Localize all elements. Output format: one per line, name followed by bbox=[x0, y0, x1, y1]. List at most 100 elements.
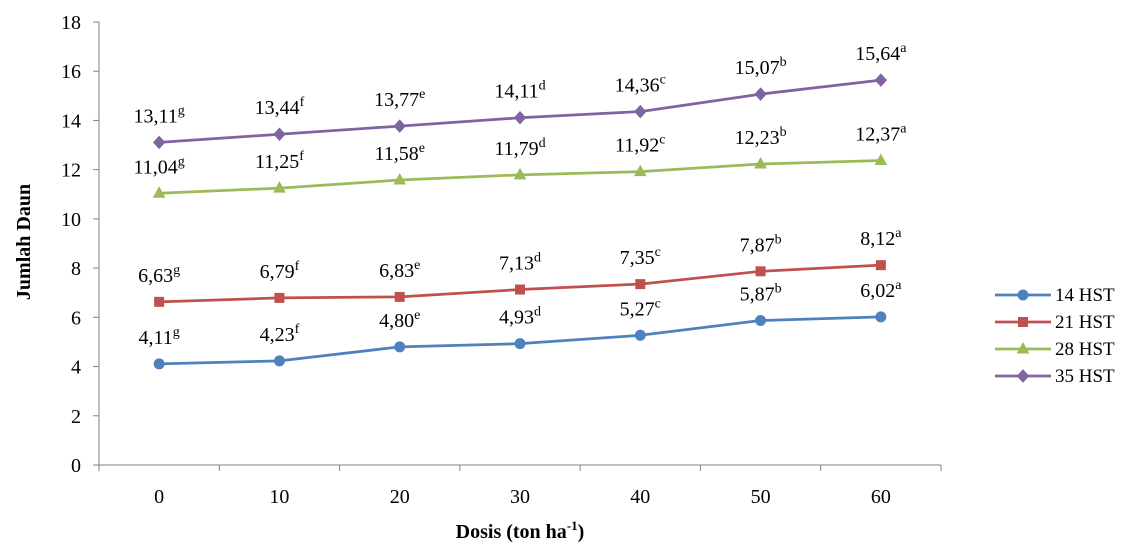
data-point bbox=[754, 87, 767, 101]
data-label-letter: a bbox=[895, 226, 902, 241]
data-point bbox=[634, 104, 647, 119]
data-label-letter: d bbox=[539, 136, 546, 151]
data-label-letter: e bbox=[414, 258, 420, 273]
data-label-letter: b bbox=[775, 282, 782, 297]
data-label: 11,25f bbox=[255, 149, 304, 173]
x-tick-label: 20 bbox=[390, 486, 410, 508]
data-label-value: 11,58 bbox=[374, 143, 418, 165]
data-label-value: 11,25 bbox=[255, 151, 299, 173]
series-35-hst bbox=[152, 73, 888, 150]
data-label-letter: g bbox=[173, 263, 180, 278]
data-label: 5,87b bbox=[740, 282, 782, 306]
data-label-value: 14,11 bbox=[494, 81, 538, 103]
data-label-letter: e bbox=[419, 141, 425, 156]
data-label-letter: d bbox=[539, 79, 546, 94]
data-label-value: 11,92 bbox=[615, 135, 659, 157]
legend: 14 HST 21 HST 28 HST 35 HST bbox=[995, 285, 1115, 387]
data-label-letter: g bbox=[178, 103, 185, 118]
data-label-value: 6,79 bbox=[260, 261, 295, 283]
data-label: 6,02a bbox=[860, 278, 902, 302]
data-point bbox=[513, 110, 527, 125]
data-label: 5,27c bbox=[620, 296, 661, 320]
data-label: 13,11g bbox=[134, 103, 185, 127]
legend-marker bbox=[1017, 289, 1029, 301]
data-label-letter: c bbox=[659, 133, 665, 148]
legend-label: 21 HST bbox=[1055, 312, 1115, 333]
data-label-letter: c bbox=[660, 73, 666, 88]
data-point bbox=[755, 266, 766, 277]
data-point bbox=[633, 164, 647, 177]
legend-marker bbox=[1016, 369, 1030, 383]
data-point bbox=[515, 284, 525, 295]
data-label: 6,79f bbox=[260, 259, 300, 283]
data-label-value: 11,79 bbox=[494, 138, 538, 160]
legend-label: 35 HST bbox=[1055, 366, 1115, 387]
y-tick-label: 8 bbox=[71, 258, 81, 280]
data-label-value: 15,64 bbox=[855, 43, 900, 65]
data-label-letter: d bbox=[534, 305, 541, 320]
y-tick-label: 10 bbox=[61, 209, 81, 231]
legend-label: 28 HST bbox=[1055, 339, 1115, 360]
data-label: 11,58e bbox=[374, 141, 424, 165]
data-label: 11,79d bbox=[494, 136, 545, 160]
data-label: 15,64a bbox=[855, 41, 907, 65]
data-label-value: 4,23 bbox=[260, 324, 295, 346]
data-label: 4,93d bbox=[499, 305, 541, 329]
x-tick-label: 50 bbox=[751, 486, 771, 508]
data-point bbox=[153, 358, 165, 370]
legend-item: 28 HST bbox=[995, 339, 1115, 360]
y-tick-label: 0 bbox=[71, 455, 81, 477]
data-label: 4,80e bbox=[379, 308, 420, 332]
data-label-value: 14,36 bbox=[615, 75, 660, 97]
data-label-value: 7,87 bbox=[740, 234, 775, 256]
data-label-letter: b bbox=[775, 232, 782, 247]
data-label-letter: f bbox=[299, 149, 304, 164]
data-label-value: 15,07 bbox=[735, 57, 780, 79]
x-axis-title-superscript: -1 bbox=[567, 518, 578, 533]
data-label-letter: a bbox=[900, 122, 907, 137]
series-21-hst bbox=[154, 260, 886, 307]
data-label-letter: b bbox=[780, 125, 787, 140]
data-label-value: 7,13 bbox=[499, 253, 534, 275]
data-label: 13,44f bbox=[255, 95, 305, 119]
data-label-letter: f bbox=[295, 259, 300, 274]
data-label: 12,23b bbox=[735, 125, 787, 149]
data-label-letter: g bbox=[173, 325, 180, 340]
data-point bbox=[273, 355, 285, 367]
data-point bbox=[514, 338, 526, 350]
x-axis-title: Dosis (ton ha-1) bbox=[456, 518, 585, 543]
data-label-value: 7,35 bbox=[620, 247, 655, 269]
data-label: 11,92c bbox=[615, 133, 665, 157]
data-label-value: 12,23 bbox=[735, 127, 780, 149]
data-label: 4,23f bbox=[260, 322, 300, 346]
data-label-value: 8,12 bbox=[860, 228, 895, 250]
data-point bbox=[874, 153, 888, 166]
data-point bbox=[394, 341, 406, 353]
data-label: 6,83e bbox=[379, 258, 420, 282]
data-point bbox=[152, 186, 166, 198]
data-label: 14,36c bbox=[615, 73, 666, 97]
y-tick-labels: 0 2 4 6 8 10 12 14 16 18 bbox=[61, 12, 81, 477]
y-tick-label: 16 bbox=[61, 61, 81, 83]
data-point bbox=[393, 119, 406, 133]
data-label-letter: b bbox=[780, 55, 787, 70]
data-label: 12,37a bbox=[855, 122, 907, 146]
data-label-value: 6,83 bbox=[379, 260, 414, 282]
legend-item: 35 HST bbox=[995, 366, 1115, 387]
data-label: 13,77e bbox=[374, 87, 425, 111]
y-tick-label: 18 bbox=[61, 12, 81, 34]
data-label-letter: g bbox=[178, 154, 185, 169]
data-label: 7,13d bbox=[499, 251, 541, 275]
x-tick-label: 60 bbox=[871, 486, 891, 508]
legend-marker bbox=[1016, 341, 1030, 354]
series-group bbox=[152, 73, 888, 370]
series-14-hst bbox=[153, 311, 887, 370]
data-point bbox=[874, 73, 888, 87]
data-point bbox=[513, 167, 527, 180]
data-label-value: 13,44 bbox=[255, 97, 300, 119]
y-tick-label: 12 bbox=[61, 160, 81, 182]
data-point bbox=[875, 260, 886, 271]
x-tick-label: 0 bbox=[154, 486, 164, 508]
x-tick-label: 40 bbox=[630, 486, 650, 508]
